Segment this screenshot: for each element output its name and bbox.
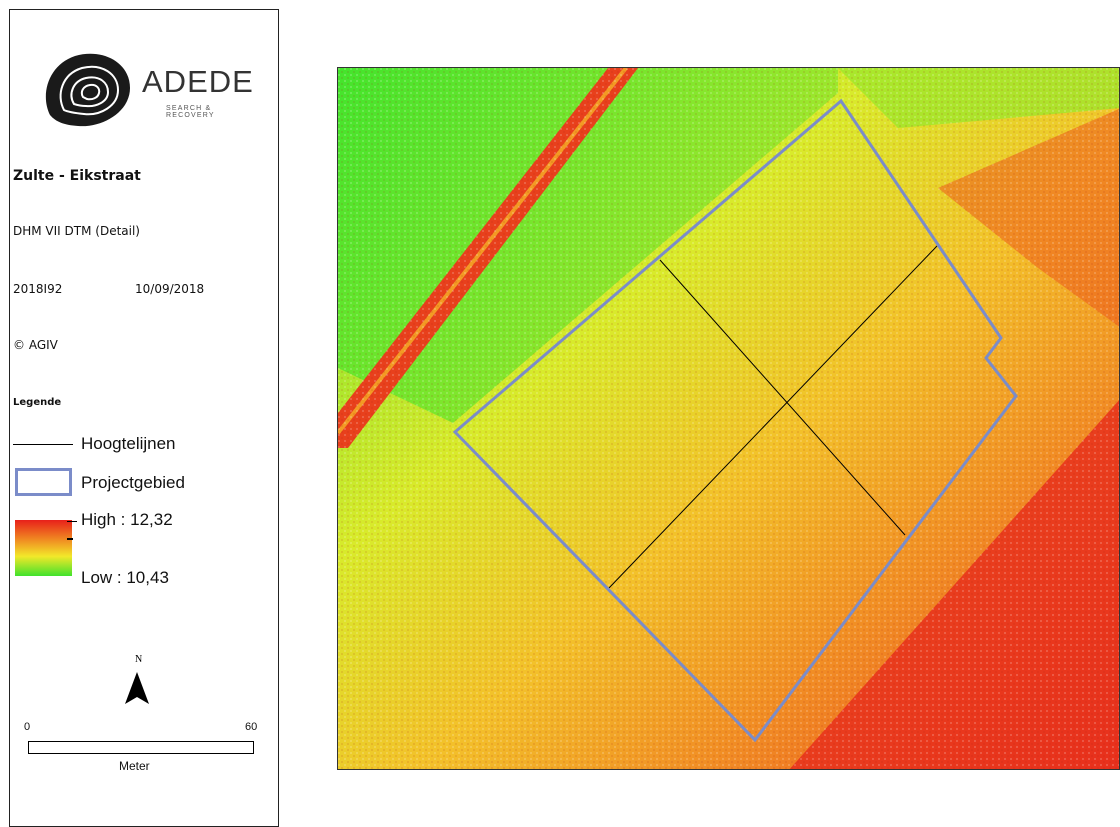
elevation-color-ramp <box>15 520 72 576</box>
mid-tick <box>67 538 73 540</box>
high-tick <box>67 521 77 522</box>
contour-line-2 <box>608 245 938 589</box>
project-area-swatch <box>15 468 72 496</box>
map-title: Zulte - Eikstraat <box>13 168 141 184</box>
north-label: N <box>135 654 142 665</box>
project-code: 2018I92 <box>13 282 63 296</box>
contour-legend-label: Hoogtelijnen <box>81 434 176 453</box>
legend-panel: ADEDE SEARCH & RECOVERY Zulte - Eikstraa… <box>9 9 279 827</box>
elevation-map-canvas <box>338 68 1119 769</box>
north-arrow: N <box>122 650 152 712</box>
low-value-label: Low : 10,43 <box>81 568 169 587</box>
high-value-label: High : 12,32 <box>81 510 173 529</box>
contour-line-1 <box>659 259 906 536</box>
copyright-text: © AGIV <box>13 338 58 352</box>
brand-tagline: SEARCH & RECOVERY <box>166 105 215 119</box>
brand-name: ADEDE <box>142 64 254 99</box>
logo-mark-icon <box>45 53 130 127</box>
project-area-legend-label: Projectgebied <box>81 473 185 492</box>
elevation-map[interactable] <box>337 67 1120 770</box>
map-subtitle: DHM VII DTM (Detail) <box>13 224 140 238</box>
company-logo: ADEDE SEARCH & RECOVERY <box>40 50 260 130</box>
map-date: 10/09/2018 <box>135 282 205 296</box>
scale-bar <box>28 741 254 754</box>
contour-line-swatch <box>13 444 73 445</box>
legend-heading: Legende <box>13 397 62 408</box>
scale-max-label: 60 <box>245 721 258 733</box>
project-area-outline <box>452 98 1018 743</box>
north-arrow-icon: N <box>125 654 149 704</box>
scale-min-label: 0 <box>24 721 31 733</box>
scale-unit-label: Meter <box>119 759 150 773</box>
terrain-texture <box>338 68 1119 769</box>
